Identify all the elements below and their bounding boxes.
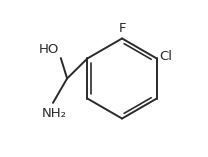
- Text: Cl: Cl: [160, 50, 173, 63]
- Text: F: F: [118, 22, 126, 35]
- Text: NH₂: NH₂: [41, 107, 66, 120]
- Text: HO: HO: [39, 43, 59, 56]
